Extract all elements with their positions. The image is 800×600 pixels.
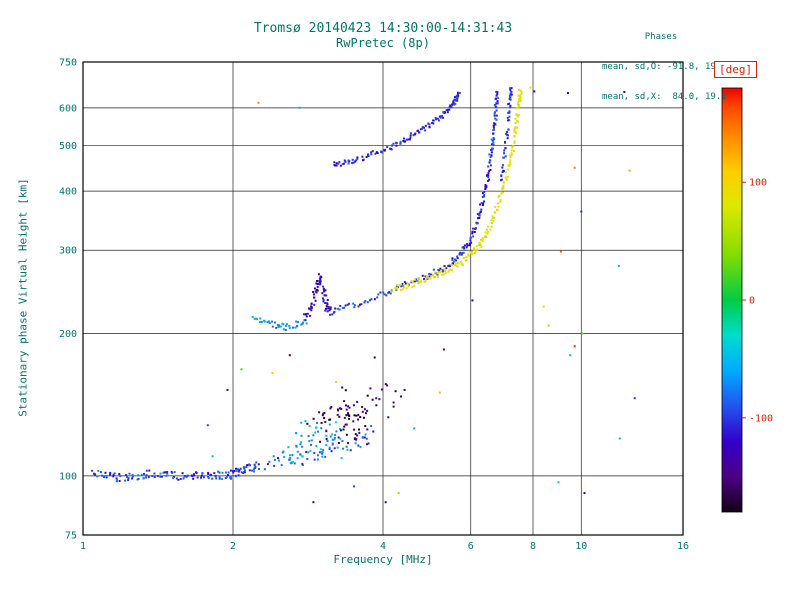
x-tick-label: 4 bbox=[380, 541, 386, 552]
colorbar-tick-label: 0 bbox=[749, 296, 755, 307]
y-tick-label: 200 bbox=[59, 329, 77, 340]
colorbar-tick-label: -100 bbox=[749, 413, 773, 424]
x-tick-label: 8 bbox=[530, 541, 536, 552]
plot-frame bbox=[82, 61, 684, 536]
phase-stats: Phases mean, sd,O: -91.8, 19.9 mean, sd,… bbox=[602, 12, 727, 112]
y-tick-label: 400 bbox=[59, 187, 77, 198]
x-axis-label: Frequency [MHz] bbox=[333, 553, 433, 566]
x-tick-label: 1 bbox=[80, 541, 86, 552]
grid bbox=[82, 61, 684, 536]
y-tick-label: 750 bbox=[59, 58, 77, 69]
colorbar: 100 0 -100 bbox=[721, 87, 773, 513]
y-tick-label: 500 bbox=[59, 141, 77, 152]
plot-subtitle: RwPretec (8p) bbox=[336, 36, 430, 50]
colorbar-unit-label: [deg] bbox=[714, 61, 758, 78]
y-tick-label: 300 bbox=[59, 246, 77, 257]
y-tick-label: 75 bbox=[65, 531, 77, 542]
colorbar-tick-label: 100 bbox=[749, 178, 767, 189]
tick-labels: 1 2 4 6 8 10 16 75 100 200 300 400 500 600 750 bbox=[59, 58, 689, 553]
y-tick-label: 600 bbox=[59, 103, 77, 114]
y-axis-label: Stationary phase Virtual Height [km] bbox=[16, 178, 30, 417]
x-tick-label: 16 bbox=[677, 541, 689, 552]
colorbar-gradient bbox=[721, 87, 743, 513]
scatter-points bbox=[91, 86, 636, 504]
plot-title: Tromsø 20140423 14:30:00-14:31:43 bbox=[253, 21, 513, 36]
stats-o-line: mean, sd,O: -91.8, 19.9 bbox=[602, 62, 727, 72]
x-tick-label: 6 bbox=[468, 541, 474, 552]
stats-header: Phases bbox=[644, 32, 678, 42]
x-tick-label: 2 bbox=[230, 541, 236, 552]
stats-x-line: mean, sd,X: 84.0, 19.1 bbox=[602, 92, 727, 102]
x-tick-label: 10 bbox=[575, 541, 587, 552]
y-tick-label: 100 bbox=[59, 471, 77, 482]
